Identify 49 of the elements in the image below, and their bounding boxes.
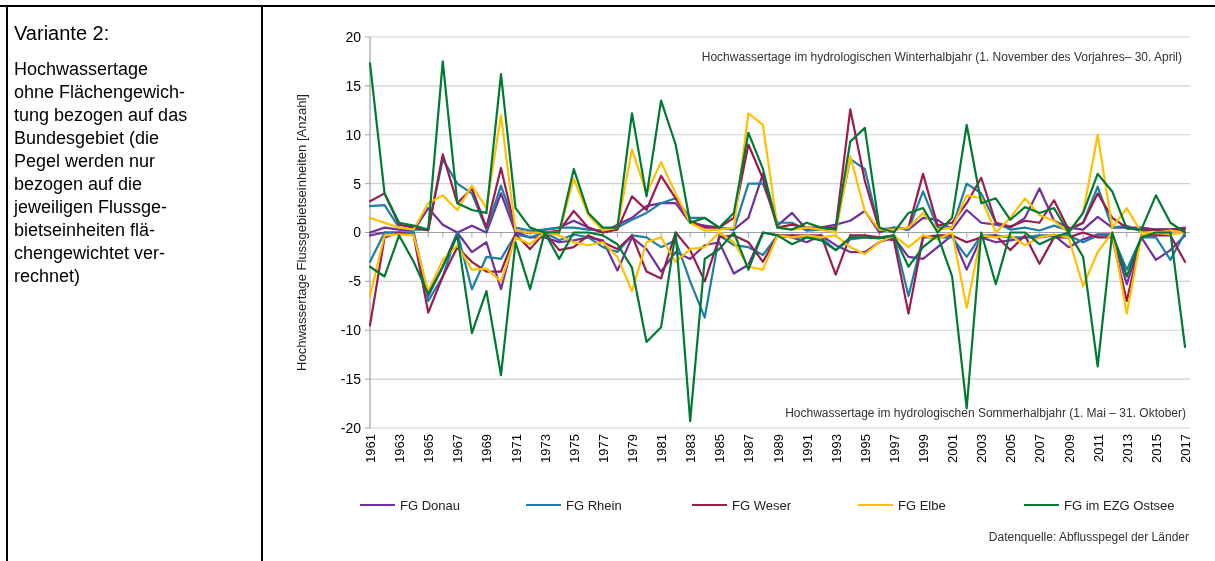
x-tick-label: 1975 bbox=[566, 434, 582, 463]
annotation: Hochwassertage im hydrologischen Sommerhalbjahr (1. Mai – 31. Oktober) bbox=[785, 406, 1186, 420]
y-tick-label: -5 bbox=[348, 273, 362, 290]
x-tick-label: 1963 bbox=[392, 434, 408, 463]
y-tick-label: -10 bbox=[340, 322, 362, 339]
text: Datenquelle: Abflusspegel der Länder bbox=[988, 530, 1189, 544]
y-axis-title: Hochwassertage Flussgebietseinheiten [Anzahl] bbox=[294, 94, 309, 371]
y-tick-label: -20 bbox=[340, 419, 362, 436]
x-tick-label: 2009 bbox=[1061, 434, 1077, 463]
y-tick-label: 5 bbox=[353, 175, 362, 192]
legend-label: FG im EZG Ostsee bbox=[1064, 497, 1175, 513]
legend-label: FG Rhein bbox=[566, 497, 622, 513]
x-tick-label: 2011 bbox=[1090, 434, 1106, 462]
x-tick-label: 1985 bbox=[712, 434, 728, 463]
text: Hochwassertage ohne Flächengewich- tung bezogen auf das Bundesgebiet (die Pegel werden nur bezogen auf die jeweiligen Flussge- bietseinheiten flä- chengewichtet ver- rechnet) bbox=[14, 59, 188, 286]
legend-label: FG Weser bbox=[732, 497, 792, 513]
x-tick-label: 2003 bbox=[974, 434, 990, 463]
legend-label: FG Donau bbox=[400, 497, 460, 513]
text: Variante 2: bbox=[14, 22, 110, 44]
x-tick-label: 1983 bbox=[683, 434, 699, 463]
x-tick-label: 2007 bbox=[1032, 434, 1048, 463]
y-tick-label: 10 bbox=[345, 126, 362, 143]
x-tick-label: 1987 bbox=[741, 434, 757, 463]
x-tick-label: 1977 bbox=[595, 434, 611, 463]
x-tick-label: 1981 bbox=[654, 434, 670, 463]
x-tick-label: 1999 bbox=[916, 434, 932, 463]
y-tick-label: -15 bbox=[340, 371, 362, 388]
x-tick-label: 1967 bbox=[450, 434, 466, 463]
legend-label: FG Elbe bbox=[898, 497, 946, 513]
x-tick-label: 2013 bbox=[1119, 434, 1135, 463]
x-tick-label: 1979 bbox=[624, 434, 640, 463]
x-tick-label: 1993 bbox=[828, 434, 844, 463]
x-tick-label: 2001 bbox=[945, 434, 961, 463]
x-tick-label: 1961 bbox=[363, 434, 378, 463]
y-tick-label: 15 bbox=[345, 77, 362, 94]
annotation: Hochwassertage im hydrologischen Winterhalbjahr (1. November des Vorjahres– 30. April) bbox=[701, 50, 1182, 64]
x-tick-label: 2015 bbox=[1148, 434, 1164, 463]
x-tick-label: 1973 bbox=[537, 434, 553, 463]
y-tick-label: 0 bbox=[353, 224, 362, 241]
x-tick-label: 1989 bbox=[770, 434, 786, 463]
y-tick-label: 20 bbox=[345, 28, 362, 45]
x-tick-label: 1991 bbox=[799, 434, 815, 463]
x-tick-label: 1995 bbox=[857, 434, 873, 463]
x-tick-label: 1971 bbox=[508, 434, 524, 463]
x-tick-label: 1997 bbox=[886, 434, 902, 463]
x-tick-label: 2005 bbox=[1003, 434, 1019, 463]
x-tick-label: 1965 bbox=[421, 434, 437, 463]
x-tick-label: 2017 bbox=[1178, 434, 1193, 463]
x-tick-label: 1969 bbox=[479, 434, 495, 463]
